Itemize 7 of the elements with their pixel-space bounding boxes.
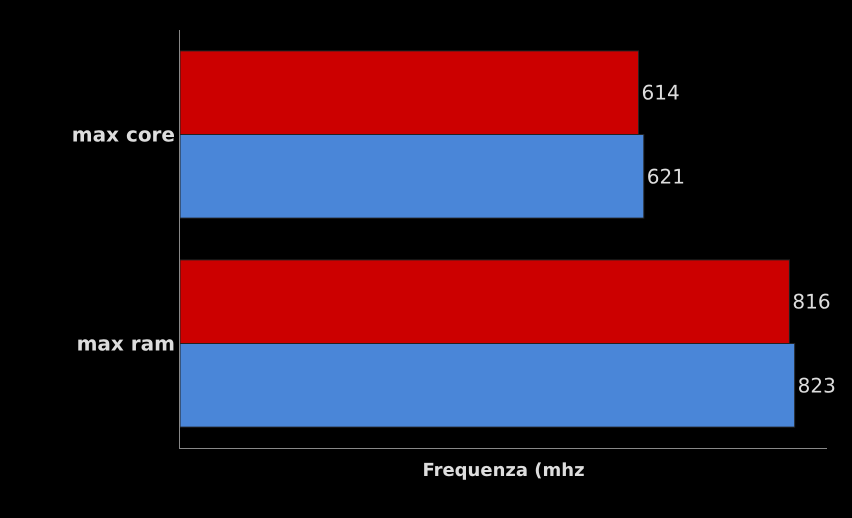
y-tick-label: max ram [76, 332, 175, 356]
data-label: 823 [798, 373, 836, 398]
data-label: 816 [792, 290, 831, 314]
data-label: 621 [646, 164, 685, 188]
data-label: 614 [642, 80, 680, 105]
y-tick-label: max core [72, 122, 175, 146]
x-axis-title: Frequenza (mhz [422, 460, 585, 482]
